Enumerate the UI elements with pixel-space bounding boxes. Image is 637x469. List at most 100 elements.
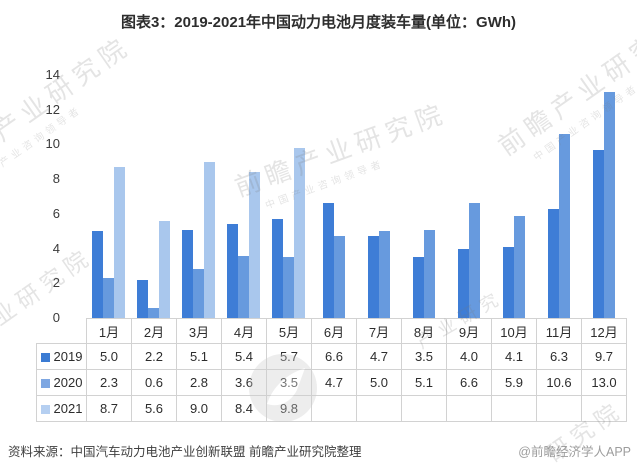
- legend-swatch: [40, 353, 50, 362]
- bar-group-8月: [401, 75, 446, 318]
- month-header-cell: 9月: [446, 318, 492, 344]
- legend-swatch: [40, 405, 50, 414]
- bar-group-5月: [266, 75, 311, 318]
- value-cell: 4.0: [446, 343, 492, 370]
- bar-2020: [468, 203, 480, 318]
- y-axis: 0 2 4 6 8 10 12 14: [22, 67, 60, 325]
- bar-2021: [249, 172, 260, 318]
- value-cell: 2.8: [176, 369, 222, 396]
- bar-group-1月: [86, 75, 131, 318]
- y-tick-label: 2: [52, 275, 60, 291]
- value-cell: 5.7: [266, 343, 312, 370]
- bar-group-2月: [131, 75, 176, 318]
- bar-2019: [457, 248, 469, 318]
- legend-cell: 2019: [36, 343, 87, 370]
- value-cell: 5.1: [401, 369, 447, 396]
- y-tick-label: 0: [52, 310, 60, 325]
- bar-2020: [333, 236, 345, 318]
- value-cell: 13.0: [581, 369, 627, 396]
- bar-group-7月: [356, 75, 401, 318]
- bar-2019: [92, 231, 103, 318]
- bar-2019: [367, 236, 379, 318]
- month-header-cell: 1月: [86, 318, 132, 344]
- value-cell: 9.8: [266, 395, 312, 422]
- bar-group-9月: [446, 75, 491, 318]
- value-cell: 9.7: [581, 343, 627, 370]
- month-header-cell: 4月: [221, 318, 267, 344]
- bar-2020: [378, 231, 390, 318]
- bar-group-10月: [491, 75, 536, 318]
- value-cell: 6.6: [446, 369, 492, 396]
- footer: 资料来源：中国汽车动力电池产业创新联盟 前瞻产业研究院整理 @前瞻经济学人APP: [8, 441, 631, 460]
- bar-2020: [558, 134, 570, 318]
- value-cell: 8.4: [221, 395, 267, 422]
- month-header-cell: 11月: [536, 318, 582, 344]
- value-cell: [491, 395, 537, 422]
- year-label: 2021: [53, 401, 83, 416]
- value-cell: 5.6: [131, 395, 177, 422]
- bar-group-12月: [581, 75, 626, 318]
- value-cell: 6.6: [311, 343, 357, 370]
- value-cell: 2.2: [131, 343, 177, 370]
- y-tick-label: 6: [52, 205, 60, 221]
- bar-2021: [294, 147, 305, 318]
- value-cell: 8.7: [86, 395, 132, 422]
- bar-2019: [182, 229, 193, 318]
- month-header-cell: 8月: [401, 318, 447, 344]
- year-label: 2019: [53, 349, 83, 364]
- value-cell: 3.5: [266, 369, 312, 396]
- value-cell: 4.7: [311, 369, 357, 396]
- bar-2020: [423, 229, 435, 318]
- bar-2019: [272, 219, 283, 318]
- value-cell: 2.3: [86, 369, 132, 396]
- bar-2019: [502, 246, 514, 318]
- bar-group-6月: [311, 75, 356, 318]
- blank-corner-cell: [37, 319, 87, 344]
- y-tick-label: 4: [52, 240, 60, 256]
- value-cell: 9.0: [176, 395, 222, 422]
- value-cell: [581, 395, 627, 422]
- value-cell: 4.7: [356, 343, 402, 370]
- y-tick-label: 14: [45, 67, 60, 82]
- bar-2019: [412, 257, 424, 318]
- bar-group-3月: [176, 75, 221, 318]
- y-tick-label: 8: [52, 171, 60, 187]
- value-cell: 5.4: [221, 343, 267, 370]
- month-header-cell: 5月: [266, 318, 312, 344]
- value-cell: 5.0: [356, 369, 402, 396]
- bar-2021: [204, 161, 215, 318]
- credit-note: @前瞻经济学人APP: [518, 445, 631, 459]
- data-table: 1月 2月 3月 4月 5月 6月 7月 8月 9月 10月 11月 12月 2019 5.0 2.2 5.1…: [36, 318, 627, 422]
- year-label: 2020: [53, 375, 83, 390]
- bar-2020: [103, 278, 114, 318]
- source-note: 资料来源：中国汽车动力电池产业创新联盟 前瞻产业研究院整理: [8, 445, 362, 459]
- month-header-cell: 3月: [176, 318, 222, 344]
- month-header-cell: 10月: [491, 318, 537, 344]
- month-header-row: 1月 2月 3月 4月 5月 6月 7月 8月 9月 10月 11月 12月: [37, 318, 627, 344]
- bar-group-11月: [536, 75, 581, 318]
- bar-2020: [283, 257, 294, 318]
- bar-2021: [114, 167, 125, 318]
- month-header-cell: 7月: [356, 318, 402, 344]
- value-cell: 5.0: [86, 343, 132, 370]
- month-header-cell: 12月: [581, 318, 627, 344]
- bar-2019: [322, 203, 334, 318]
- value-cell: 10.6: [536, 369, 582, 396]
- bar-2019: [137, 279, 148, 318]
- bar-2020: [148, 307, 159, 318]
- y-tick-label: 10: [45, 136, 60, 152]
- bar-2020: [238, 255, 249, 318]
- legend-cell: 2021: [36, 395, 87, 422]
- bar-2021: [159, 220, 170, 318]
- value-cell: [536, 395, 582, 422]
- bar-2019: [547, 208, 559, 318]
- bar-2020: [603, 92, 615, 318]
- bar-2020: [193, 269, 204, 318]
- table-row-2019: 2019 5.0 2.2 5.1 5.4 5.7 6.6 4.7 3.5 4.0 4.1 6.3 9.7: [36, 343, 627, 370]
- value-cell: [446, 395, 492, 422]
- legend-cell: 2020: [36, 369, 87, 396]
- chart-title: 图表3：2019-2021年中国动力电池月度装车量(单位：GWh): [120, 14, 517, 31]
- legend-swatch: [40, 379, 50, 388]
- table-row-2021: 2021 8.7 5.6 9.0 8.4 9.8: [36, 395, 627, 422]
